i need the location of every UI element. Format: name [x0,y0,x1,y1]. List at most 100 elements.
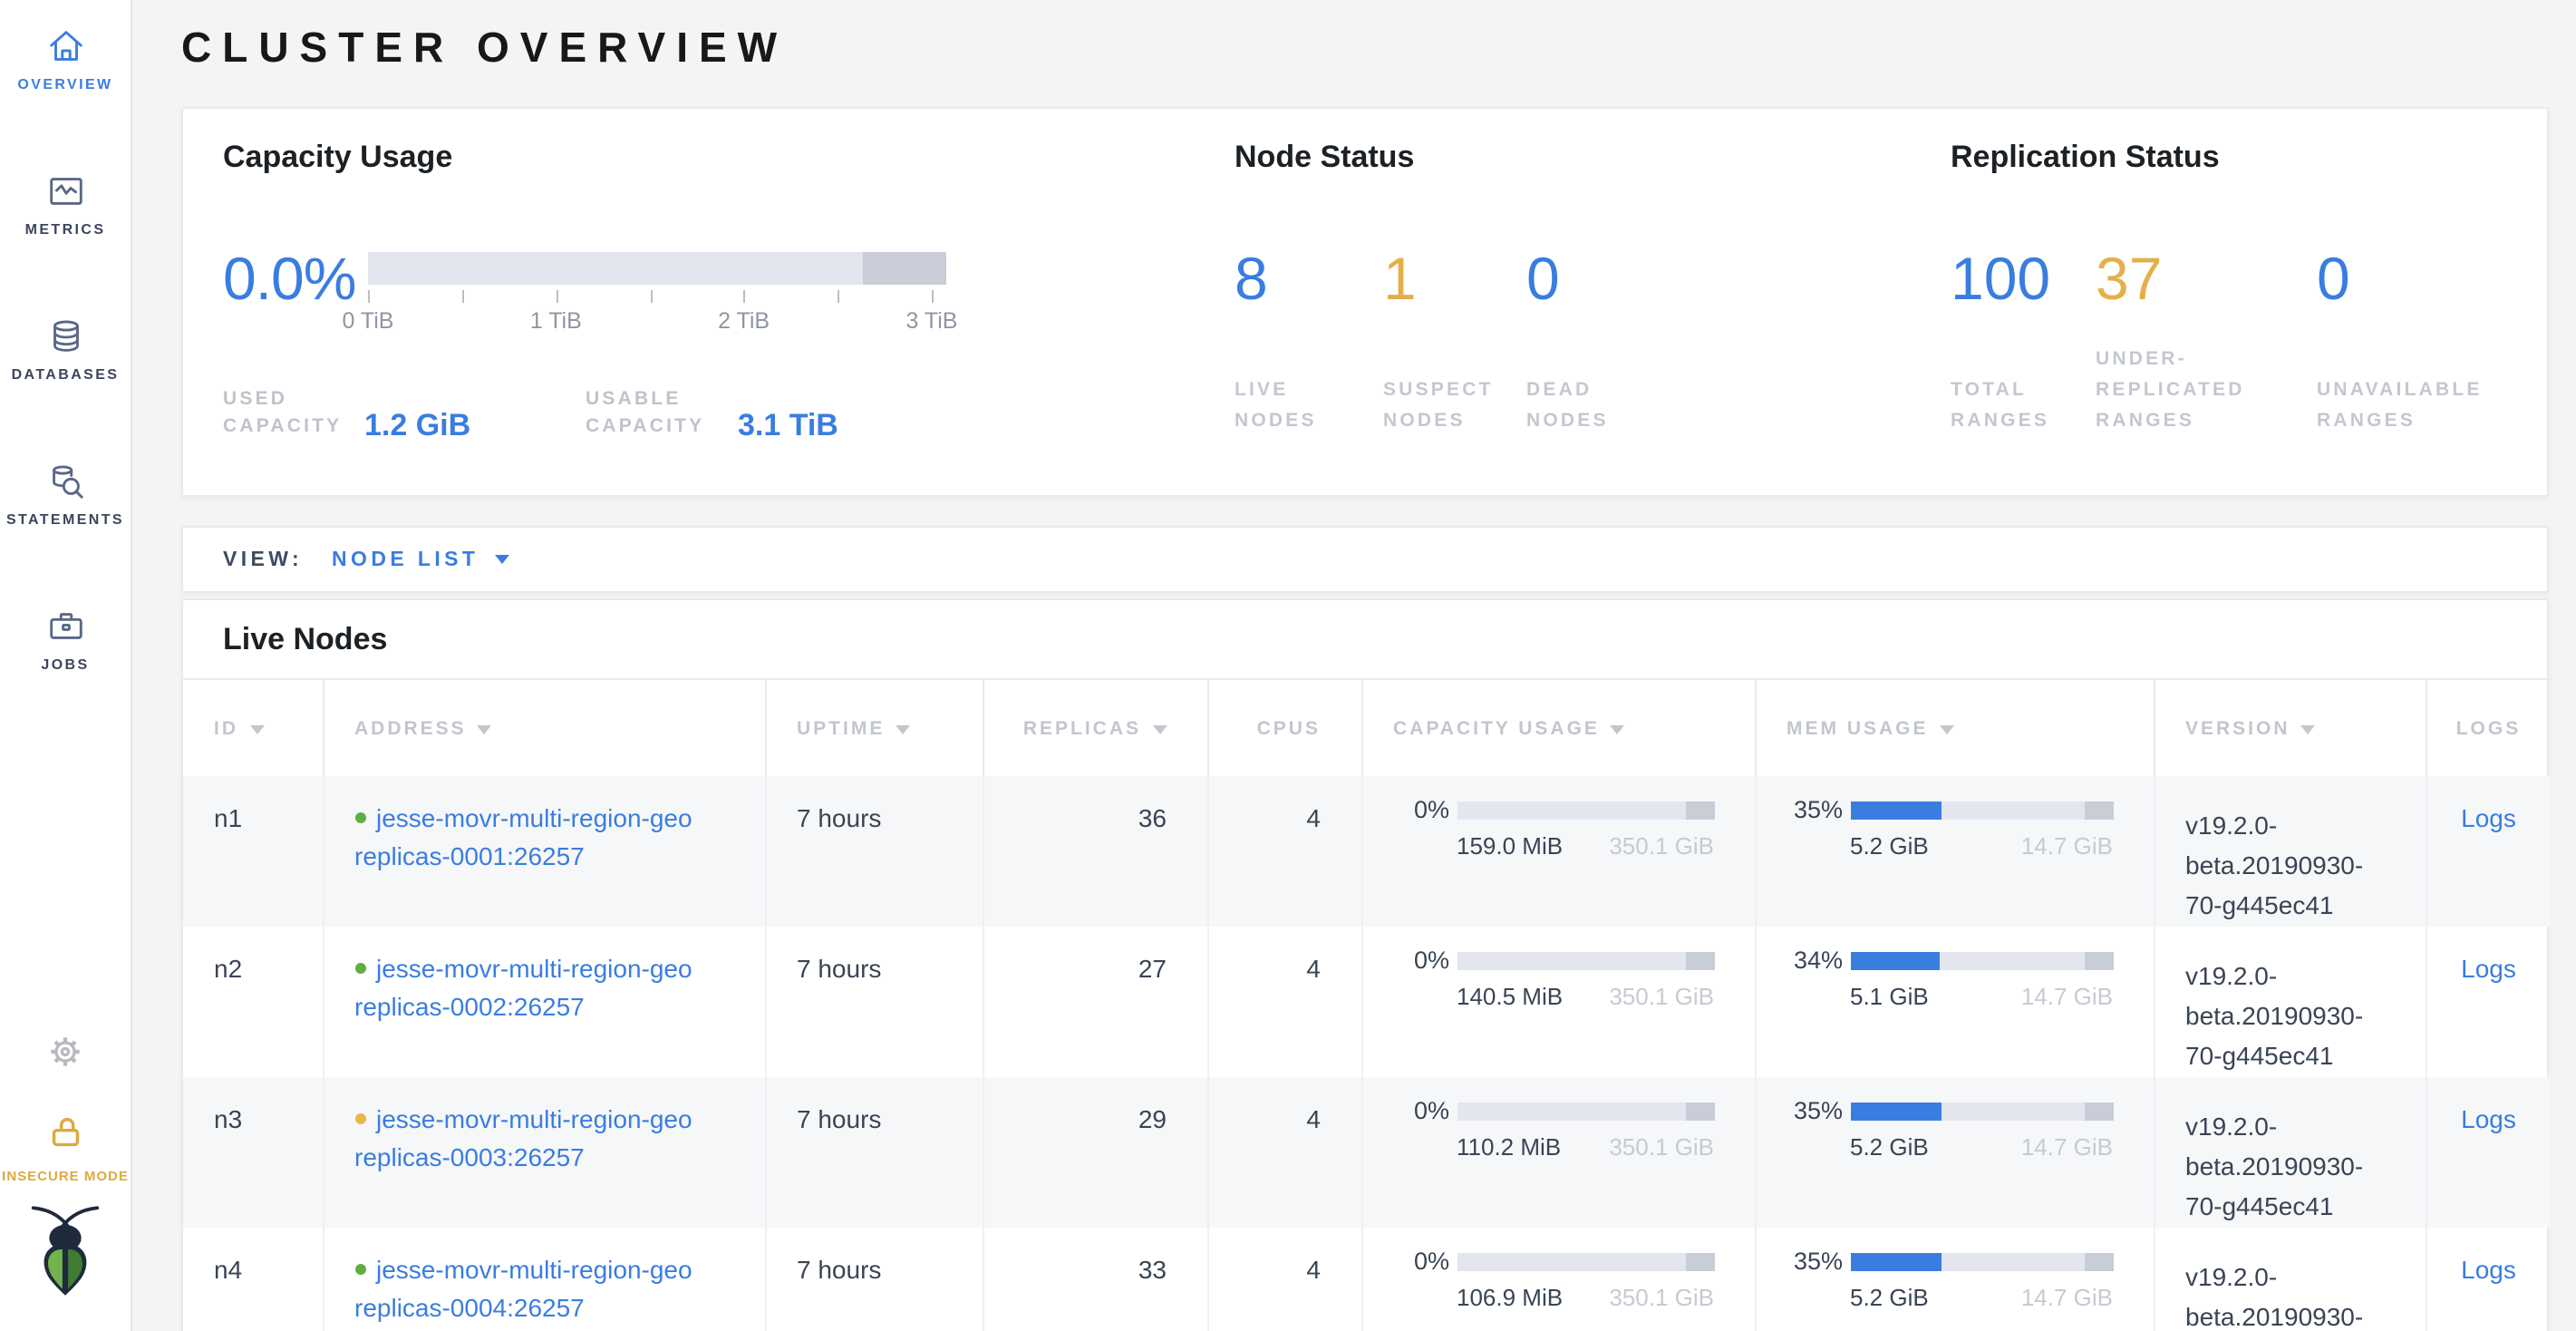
live-nodes-count: 8 [1235,245,1268,312]
mem-used: 5.2 GiB [1850,832,1929,860]
logs-link[interactable]: Logs [2461,954,2516,983]
used-capacity-label: USED CAPACITY [223,388,343,437]
node-address-cell: jesse-movr-multi-region-geo replicas-0003… [322,1077,765,1228]
node-address-link[interactable]: jesse-movr-multi-region-geo replicas-0004… [354,1255,692,1322]
insecure-mode-indicator[interactable]: INSECURE MODE [2,1112,129,1184]
logs-link[interactable]: Logs [2461,1104,2516,1133]
node-replicas: 36 [982,776,1207,927]
sidebar-item-label: METRICS [24,221,106,238]
column-header-uptime[interactable]: UPTIME [764,678,983,776]
main-content: CLUSTER OVERVIEW Capacity Usage 0.0% [131,0,2576,1331]
node-version: v19.2.0-beta.20190930-70-g445ec41 [2153,1077,2426,1228]
axis-tick-label: 1 TiB [529,308,582,334]
table-row-n1: n1 jesse-movr-multi-region-geo replicas-0… [183,776,2551,927]
cockroachdb-logo[interactable] [29,1202,102,1309]
node-status-dot [354,812,365,823]
sort-arrow-icon [2300,724,2316,734]
node-mem-usage-cell: 35% 5.2 GiB 14.7 GiB [1754,1077,2154,1228]
node-address-link[interactable]: jesse-movr-multi-region-geo replicas-0001… [354,803,692,870]
jobs-icon [44,604,86,647]
capacity-axis: 0 TiB 1 TiB 2 TiB 3 TiB [343,290,958,334]
axis-tick-label: 0 TiB [342,308,394,334]
used-capacity-stat: USED CAPACITY 1.2 GiB [223,386,586,442]
table-row-n3: n3 jesse-movr-multi-region-geo replicas-0… [183,1077,2551,1228]
capacity-used: 140.5 MiB [1457,983,1564,1010]
settings-button[interactable] [44,1030,87,1083]
capacity-bar [1457,1253,1714,1271]
capacity-used: 159.0 MiB [1457,832,1564,860]
capacity-percent: 0% [1413,1248,1449,1275]
home-icon [44,24,86,67]
mem-bar [1850,1103,2113,1121]
node-address-cell: jesse-movr-multi-region-geo replicas-0002… [322,927,765,1077]
capacity-total: 350.1 GiB [1609,1284,1714,1311]
view-dropdown[interactable]: NODE LIST [332,549,510,570]
column-header-replicas[interactable]: REPLICAS [982,678,1207,776]
sort-arrow-icon [1152,724,1167,734]
mem-bar [1850,1253,2113,1271]
node-logs-cell: Logs [2425,927,2551,1077]
sidebar-item-databases[interactable]: DATABASES [0,314,131,383]
node-address-link[interactable]: jesse-movr-multi-region-geo replicas-0002… [354,954,692,1021]
node-uptime: 7 hours [764,927,983,1077]
column-header-capacity-usage[interactable]: CAPACITY USAGE [1361,678,1755,776]
node-uptime: 7 hours [764,1077,983,1228]
mem-bar [1850,802,2113,820]
sidebar: OVERVIEW METRICS DATABASES STATEMENTS JO… [0,0,132,1331]
table-header-row: ID ADDRESS UPTIME REPLICAS CPUS CAPACITY… [183,678,2551,776]
node-mem-usage-cell: 34% 5.1 GiB 14.7 GiB [1754,927,2154,1077]
column-header-mem-usage[interactable]: MEM USAGE [1754,678,2154,776]
capacity-usage-title: Capacity Usage [223,140,453,174]
capacity-total: 350.1 GiB [1609,983,1714,1010]
dead-nodes-label: DEAD NODES [1526,379,1609,432]
node-status-title: Node Status [1235,140,1415,174]
live-nodes-card: Live Nodes ID ADDRESS UPTIME REPLICAS CP… [181,598,2551,1331]
total-ranges-label: TOTAL RANGES [1951,379,2050,432]
node-capacity-usage-cell: 0% 110.2 MiB 350.1 GiB [1361,1077,1755,1228]
node-mem-usage-cell: 35% 5.2 GiB 14.7 GiB [1754,1228,2154,1331]
mem-percent: 34% [1793,947,1843,974]
replication-status-section: Replication Status 100 37 0 TOTAL RANGES… [1951,138,2547,495]
capacity-bar [1457,952,1714,970]
node-id: n3 [183,1077,323,1228]
column-header-version[interactable]: VERSION [2153,678,2426,776]
capacity-total: 350.1 GiB [1609,832,1714,860]
node-address-link[interactable]: jesse-movr-multi-region-geo replicas-0003… [354,1104,692,1171]
column-header-id[interactable]: ID [183,678,323,776]
view-dropdown-value: NODE LIST [332,549,479,570]
sidebar-item-statements[interactable]: STATEMENTS [0,459,131,528]
node-address-cell: jesse-movr-multi-region-geo replicas-0001… [322,776,765,927]
under-replicated-ranges-label: UNDER-REPLICATED RANGES [2096,348,2245,432]
sidebar-item-jobs[interactable]: JOBS [0,604,131,673]
under-replicated-ranges-count: 37 [2096,245,2163,312]
sidebar-item-label: JOBS [41,656,90,673]
live-nodes-label: LIVE NODES [1235,379,1317,432]
capacity-used: 110.2 MiB [1457,1133,1562,1161]
sort-arrow-icon [477,724,492,734]
mem-percent: 35% [1793,796,1843,823]
mem-used: 5.2 GiB [1850,1284,1929,1311]
sidebar-item-metrics[interactable]: METRICS [0,169,131,238]
dead-nodes-count: 0 [1526,245,1560,312]
used-capacity-value: 1.2 GiB [364,408,471,442]
usable-capacity-value: 3.1 TiB [738,408,838,442]
node-status-dot [354,1113,365,1124]
node-uptime: 7 hours [764,1228,983,1331]
column-header-address[interactable]: ADDRESS [322,678,765,776]
node-logs-cell: Logs [2425,1077,2551,1228]
total-ranges-count: 100 [1951,245,2051,312]
sidebar-item-overview[interactable]: OVERVIEW [0,24,131,92]
table-row-n4: n4 jesse-movr-multi-region-geo replicas-0… [183,1228,2551,1331]
node-id: n1 [183,776,323,927]
view-bar: VIEW: NODE LIST [181,526,2549,593]
capacity-total: 350.1 GiB [1609,1133,1714,1161]
capacity-percent: 0.0% [223,245,356,312]
logs-link[interactable]: Logs [2461,1255,2516,1284]
capacity-bar [1457,802,1714,820]
mem-used: 5.1 GiB [1850,983,1929,1010]
metrics-icon [44,169,86,212]
column-header-cpus[interactable]: CPUS [1206,678,1361,776]
node-version: v19.2.0-beta.20190930-70-g445ec41 [2153,1228,2426,1331]
logs-link[interactable]: Logs [2461,803,2516,832]
column-header-logs[interactable]: LOGS [2425,678,2551,776]
